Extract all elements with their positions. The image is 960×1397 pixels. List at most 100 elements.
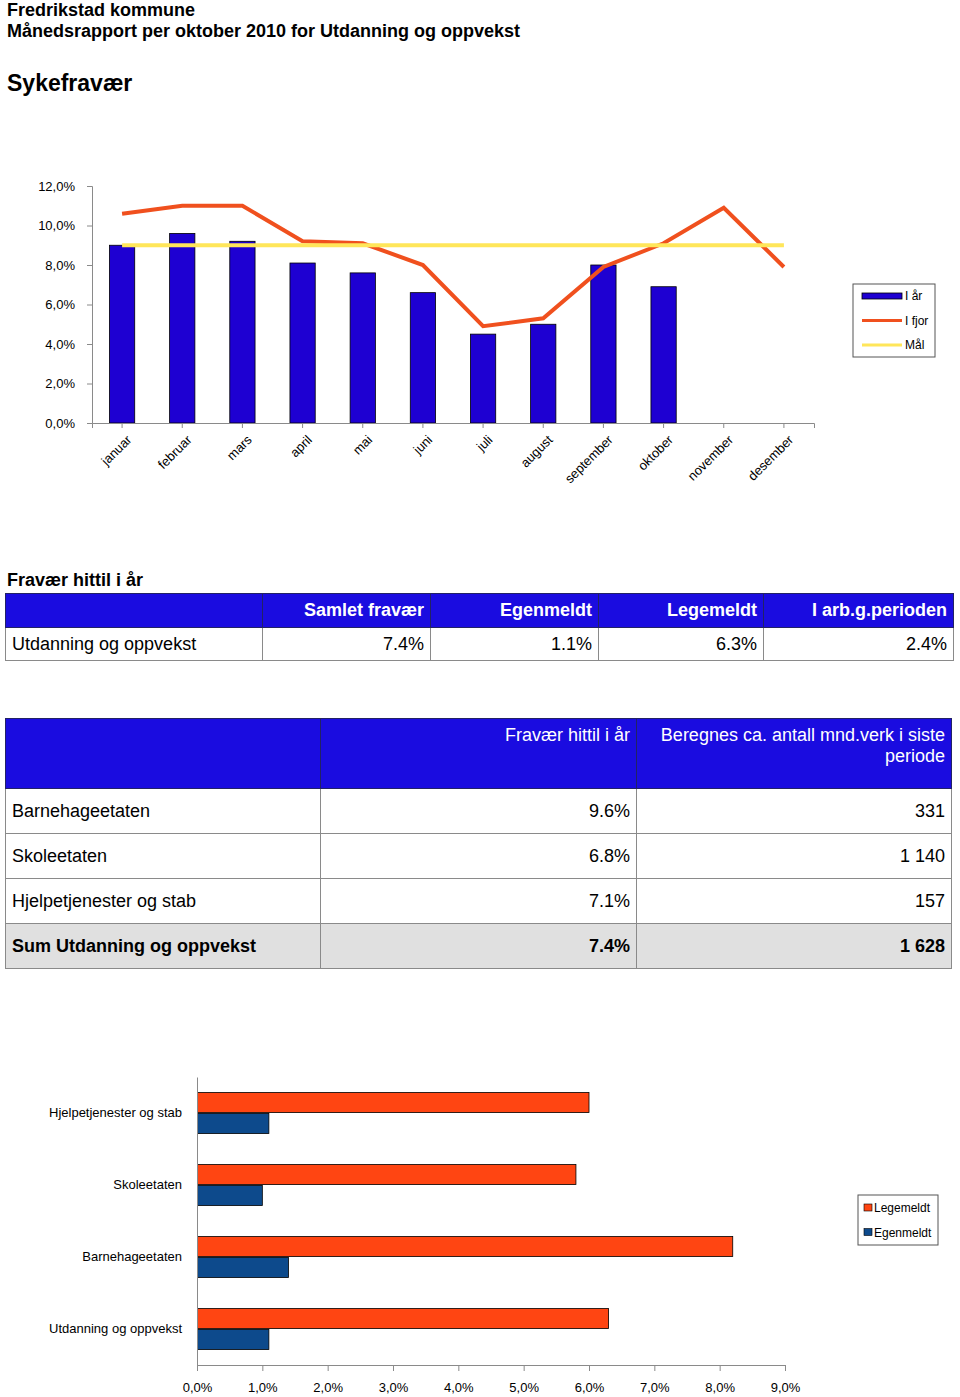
cell: 7.4% <box>321 924 637 969</box>
chart-1: 0,0%2,0%4,0%6,0%8,0%10,0%12,0%januarfebr… <box>38 179 935 487</box>
tick: 0,0% <box>183 1365 213 1395</box>
bar <box>531 324 556 423</box>
tick: august <box>517 423 555 470</box>
tick-mark <box>543 423 544 428</box>
tick: oktober <box>635 423 677 473</box>
legend-label: Egenmeldt <box>874 1226 932 1240</box>
cell: 6.8% <box>321 834 637 879</box>
tick: 5,0% <box>509 1365 539 1395</box>
cell: 1 140 <box>637 834 952 879</box>
tick-label: mars <box>224 432 255 463</box>
bar <box>197 1257 288 1277</box>
legend: Legemeldt Egenmeldt <box>858 1195 938 1245</box>
header-cell: Samlet fravær <box>263 594 431 628</box>
tick: 7,0% <box>640 1365 670 1395</box>
tick-label: 2,0% <box>313 1380 343 1395</box>
tick-mark <box>328 1365 329 1371</box>
bar <box>197 1236 733 1256</box>
tick-label: 0,0% <box>45 416 75 431</box>
tick: september <box>562 423 617 486</box>
tick: februar <box>155 423 195 472</box>
line <box>122 243 784 247</box>
cell: 1 628 <box>637 924 952 969</box>
tick-mark <box>524 1365 525 1371</box>
tick-label: november <box>685 432 737 484</box>
header-row: Samlet fraværEgenmeldtLegemeldtI arb.g.p… <box>6 594 954 628</box>
tick-label: Hjelpetjenester og stab <box>49 1105 182 1120</box>
bar <box>197 1113 269 1133</box>
tick: 6,0% <box>575 1365 605 1395</box>
header-cell: Legemeldt <box>599 594 764 628</box>
tick-label: juni <box>410 432 436 458</box>
legend-label: Legemeldt <box>874 1201 931 1215</box>
header-cell <box>6 719 321 789</box>
y-axis: 0,0%2,0%4,0%6,0%8,0%10,0%12,0% <box>38 179 92 431</box>
row: Utdanning og oppvekst7.4%1.1%6.3%2.4% <box>6 628 954 661</box>
cell: 7.4% <box>263 628 431 661</box>
line <box>122 206 784 326</box>
y-axis-line <box>197 1078 198 1366</box>
tick-label: september <box>562 432 617 487</box>
legend-frame <box>858 1195 938 1245</box>
tick-mark <box>422 423 423 428</box>
table: Samlet fraværEgenmeldtLegemeldtI arb.g.p… <box>5 593 954 661</box>
tick-mark <box>785 1365 786 1371</box>
legend-item: I fjor <box>862 314 928 328</box>
tick: Skoleetaten <box>113 1177 197 1192</box>
tick-mark <box>458 1365 459 1371</box>
tick-label: 10,0% <box>38 218 75 233</box>
plot-marks <box>197 1092 733 1349</box>
y-axis: Hjelpetjenester og stab Skoleetaten Barneh… <box>49 1078 197 1366</box>
legend-swatch <box>862 344 902 347</box>
bar <box>290 263 315 423</box>
header-cell: I arb.g.perioden <box>764 594 954 628</box>
tick-mark <box>603 423 604 428</box>
tick: 6,0% <box>45 297 92 312</box>
tick: 3,0% <box>379 1365 409 1395</box>
tick: 10,0% <box>38 218 92 233</box>
tick-label: 6,0% <box>575 1380 605 1395</box>
tick: Utdanning og oppvekst <box>49 1321 197 1336</box>
y-axis-line <box>87 187 93 424</box>
legend-label: I fjor <box>905 314 928 328</box>
bar <box>197 1329 269 1349</box>
x-axis: januarfebruarmarsaprilmaijunijuliaugusts… <box>93 423 815 486</box>
legend-item: Mål <box>862 338 924 352</box>
tick: Hjelpetjenester og stab <box>49 1105 197 1120</box>
tick: mars <box>224 423 255 463</box>
legend: I årI fjorMål <box>853 284 935 357</box>
tick: 1,0% <box>248 1365 278 1395</box>
tick-mark <box>87 384 92 385</box>
tick: 8,0% <box>705 1365 735 1395</box>
tick-label: 8,0% <box>45 258 75 273</box>
tick-label: 0,0% <box>183 1380 213 1395</box>
legend-swatch <box>864 1229 872 1236</box>
tick-label: august <box>517 432 555 470</box>
bar <box>350 273 375 423</box>
tick-label: Utdanning og oppvekst <box>49 1321 182 1336</box>
bar <box>651 287 676 423</box>
section-title: Sykefravær <box>7 70 132 97</box>
charts-svg: 0,0%2,0%4,0%6,0%8,0%10,0%12,0%januarfebr… <box>0 0 960 1397</box>
header-cell: Egenmeldt <box>431 594 599 628</box>
row: Barnehageetaten9.6%331 <box>6 789 952 834</box>
tick-mark <box>483 423 484 428</box>
tick-label: mai <box>350 432 375 457</box>
cell: 9.6% <box>321 789 637 834</box>
tick-label: juli <box>473 432 496 455</box>
row: Skoleetaten6.8%1 140 <box>6 834 952 879</box>
bar <box>197 1185 262 1205</box>
tick: april <box>287 423 315 460</box>
tick-mark <box>783 423 784 428</box>
bar <box>197 1308 609 1328</box>
tick-mark <box>720 1365 721 1371</box>
bar <box>170 233 195 423</box>
tick: 2,0% <box>45 376 92 391</box>
header-cell: Fravær hittil i år <box>321 719 637 789</box>
tick: 4,0% <box>45 337 92 352</box>
x-axis-line <box>198 1366 786 1372</box>
tick: Barnehageetaten <box>82 1249 197 1264</box>
tick: 9,0% <box>771 1365 801 1395</box>
tick-label: 5,0% <box>509 1380 539 1395</box>
x-axis: 0,0%1,0%2,0%3,0%4,0%5,0%6,0%7,0%8,0%9,0% <box>183 1365 801 1395</box>
